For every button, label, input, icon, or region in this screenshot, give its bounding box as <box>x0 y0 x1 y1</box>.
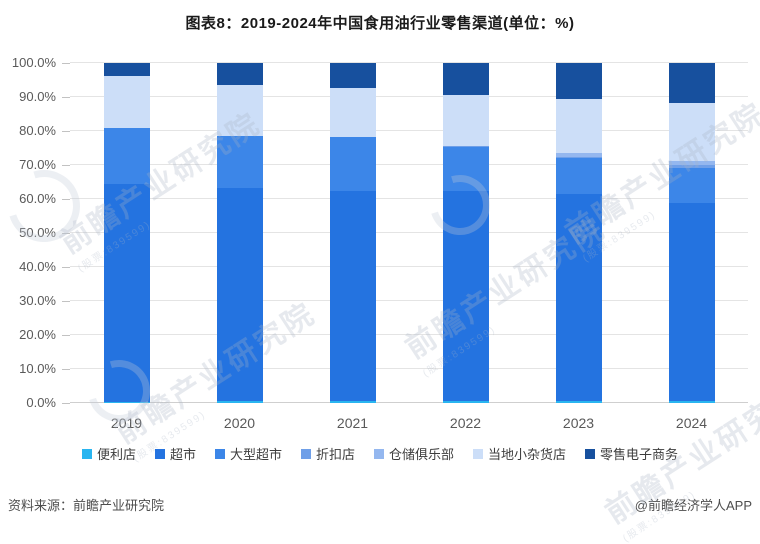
bar-slot <box>296 63 409 403</box>
x-axis-label-2024: 2024 <box>635 415 748 431</box>
legend-label: 大型超市 <box>230 444 282 463</box>
legend-label: 当地小杂货店 <box>488 444 566 463</box>
x-axis-label-2021: 2021 <box>296 415 409 431</box>
stacked-bar-2021 <box>330 63 376 403</box>
bar-slot <box>409 63 522 403</box>
bar-segment-便利店 <box>217 401 263 403</box>
bar-segment-超市 <box>104 184 150 402</box>
y-axis-tick-label: 50.0% <box>0 226 56 240</box>
y-axis-tick-label: 100.0% <box>0 56 56 70</box>
bar-segment-零售电子商务 <box>443 63 489 95</box>
bar-segment-大型超市 <box>217 136 263 188</box>
bar-slot <box>635 63 748 403</box>
legend-label: 超市 <box>170 444 196 463</box>
bar-segment-便利店 <box>104 402 150 403</box>
y-tick-mark <box>62 403 70 404</box>
legend-swatch <box>301 449 311 459</box>
stacked-bar-chart: 0.0% 10.0% 20.0% 30.0% 40.0% 50.0% 60.0% 70.0% 8… <box>0 40 760 440</box>
y-axis-tick-label: 80.0% <box>0 124 56 138</box>
y-tick-mark <box>62 199 70 200</box>
bar-segment-超市 <box>669 203 715 401</box>
credit-text: @前瞻经济学人APP <box>635 495 752 514</box>
bar-segment-当地小杂货店 <box>556 99 602 153</box>
bar-segment-大型超市 <box>556 158 602 195</box>
y-tick-mark <box>62 267 70 268</box>
bar-segment-零售电子商务 <box>217 63 263 85</box>
bar-segment-超市 <box>443 191 489 401</box>
bar-segment-大型超市 <box>443 147 489 191</box>
legend-item-超市: 超市 <box>155 444 196 463</box>
x-axis-label-2022: 2022 <box>409 415 522 431</box>
bar-segment-当地小杂货店 <box>217 85 263 136</box>
bar-segment-大型超市 <box>104 128 150 184</box>
stacked-bar-2023 <box>556 63 602 403</box>
legend-item-折扣店: 折扣店 <box>301 444 355 463</box>
legend-label: 零售电子商务 <box>600 444 678 463</box>
y-tick-mark <box>62 165 70 166</box>
stacked-bar-2019 <box>104 63 150 403</box>
x-axis-label-2020: 2020 <box>183 415 296 431</box>
bar-segment-超市 <box>217 188 263 401</box>
bar-segment-便利店 <box>556 401 602 403</box>
legend-item-大型超市: 大型超市 <box>215 444 282 463</box>
legend-item-当地小杂货店: 当地小杂货店 <box>473 444 566 463</box>
legend-swatch <box>82 449 92 459</box>
bar-slot <box>70 63 183 403</box>
y-tick-mark <box>62 63 70 64</box>
x-axis-label-2023: 2023 <box>522 415 635 431</box>
bar-segment-超市 <box>330 191 376 402</box>
y-tick-mark <box>62 131 70 132</box>
y-tick-mark <box>62 335 70 336</box>
bar-segment-大型超市 <box>669 168 715 203</box>
bar-segment-便利店 <box>669 401 715 403</box>
legend-item-便利店: 便利店 <box>82 444 136 463</box>
source-text: 资料来源：前瞻产业研究院 <box>8 495 164 514</box>
legend-swatch <box>374 449 384 459</box>
legend-swatch <box>585 449 595 459</box>
legend-item-零售电子商务: 零售电子商务 <box>585 444 678 463</box>
bar-segment-当地小杂货店 <box>669 103 715 161</box>
y-tick-mark <box>62 369 70 370</box>
legend-swatch <box>473 449 483 459</box>
y-axis-tick-label: 40.0% <box>0 260 56 274</box>
legend-item-仓储俱乐部: 仓储俱乐部 <box>374 444 454 463</box>
legend-label: 便利店 <box>97 444 136 463</box>
legend-swatch <box>155 449 165 459</box>
bar-segment-当地小杂货店 <box>443 95 489 146</box>
bar-segment-零售电子商务 <box>669 63 715 103</box>
stacked-bar-2024 <box>669 63 715 403</box>
legend-swatch <box>215 449 225 459</box>
chart-title: 图表8：2019-2024年中国食用油行业零售渠道(单位：%) <box>0 12 760 33</box>
y-axis-tick-label: 70.0% <box>0 158 56 172</box>
bar-segment-便利店 <box>443 401 489 403</box>
y-axis-tick-label: 60.0% <box>0 192 56 206</box>
chart-legend: 便利店 超市 大型超市 折扣店 仓储俱乐部 当地小杂货店 零售电子商务 <box>0 444 760 463</box>
bar-segment-便利店 <box>330 401 376 403</box>
x-axis-label-2019: 2019 <box>70 415 183 431</box>
y-axis-tick-label: 20.0% <box>0 328 56 342</box>
y-tick-mark <box>62 233 70 234</box>
y-axis-tick-label: 10.0% <box>0 362 56 376</box>
stacked-bar-2020 <box>217 63 263 403</box>
bar-segment-超市 <box>556 194 602 401</box>
plot-area <box>70 63 748 403</box>
bar-segment-零售电子商务 <box>104 63 150 76</box>
bar-segment-零售电子商务 <box>556 63 602 99</box>
bar-segment-当地小杂货店 <box>330 88 376 137</box>
legend-label: 折扣店 <box>316 444 355 463</box>
bar-segment-当地小杂货店 <box>104 76 150 128</box>
y-axis-tick-label: 30.0% <box>0 294 56 308</box>
stacked-bar-2022 <box>443 63 489 403</box>
y-tick-mark <box>62 301 70 302</box>
y-tick-mark <box>62 97 70 98</box>
y-axis-tick-label: 90.0% <box>0 90 56 104</box>
legend-label: 仓储俱乐部 <box>389 444 454 463</box>
y-axis-tick-label: 0.0% <box>0 396 56 410</box>
bar-slot <box>522 63 635 403</box>
bar-segment-大型超市 <box>330 137 376 191</box>
bar-slot <box>183 63 296 403</box>
bar-segment-零售电子商务 <box>330 63 376 88</box>
